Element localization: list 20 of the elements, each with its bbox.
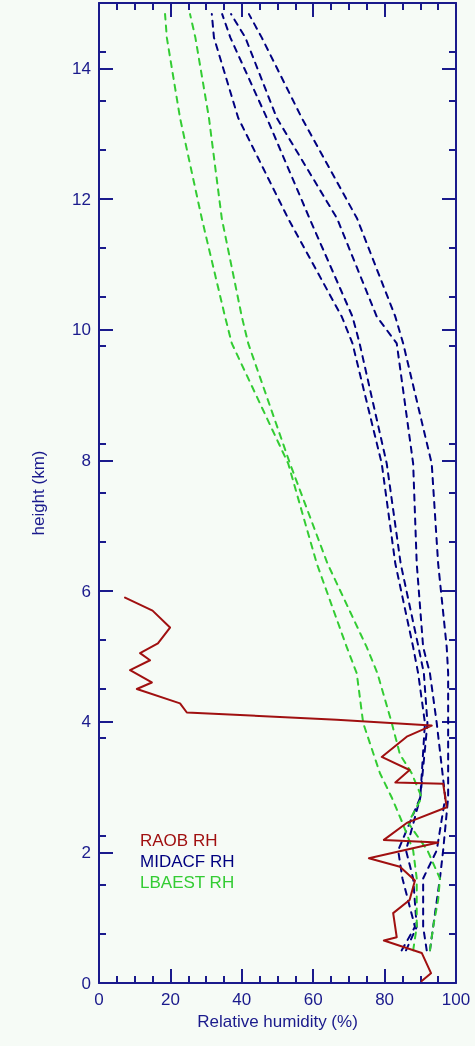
x-tick-label: 80 — [375, 990, 395, 1009]
y-tick-label: 14 — [72, 58, 91, 78]
y-tick-label: 10 — [72, 320, 91, 340]
line-series — [124, 596, 448, 983]
x-tick-label: 20 — [160, 990, 180, 1009]
x-tick-label: 0 — [94, 990, 104, 1009]
y-tick-label: 12 — [72, 189, 91, 209]
y-tick-label: 6 — [81, 581, 91, 601]
y-tick-label: 8 — [81, 450, 91, 470]
x-axis-title: Relative humidity (%) — [197, 1012, 358, 1031]
text: LBAEST RH — [140, 873, 235, 892]
text: MIDACF RH — [140, 852, 235, 871]
y-axis-title: height (km) — [29, 450, 48, 536]
y-tick-label: 0 — [81, 973, 91, 993]
text: RAOB RH — [140, 831, 218, 850]
x-tick-label: 100 — [441, 990, 471, 1009]
y-tick-label: 4 — [81, 712, 91, 732]
x-tick-label: 60 — [303, 990, 323, 1009]
x-tick-label: 40 — [232, 990, 252, 1009]
y-tick-label: 2 — [81, 842, 91, 862]
